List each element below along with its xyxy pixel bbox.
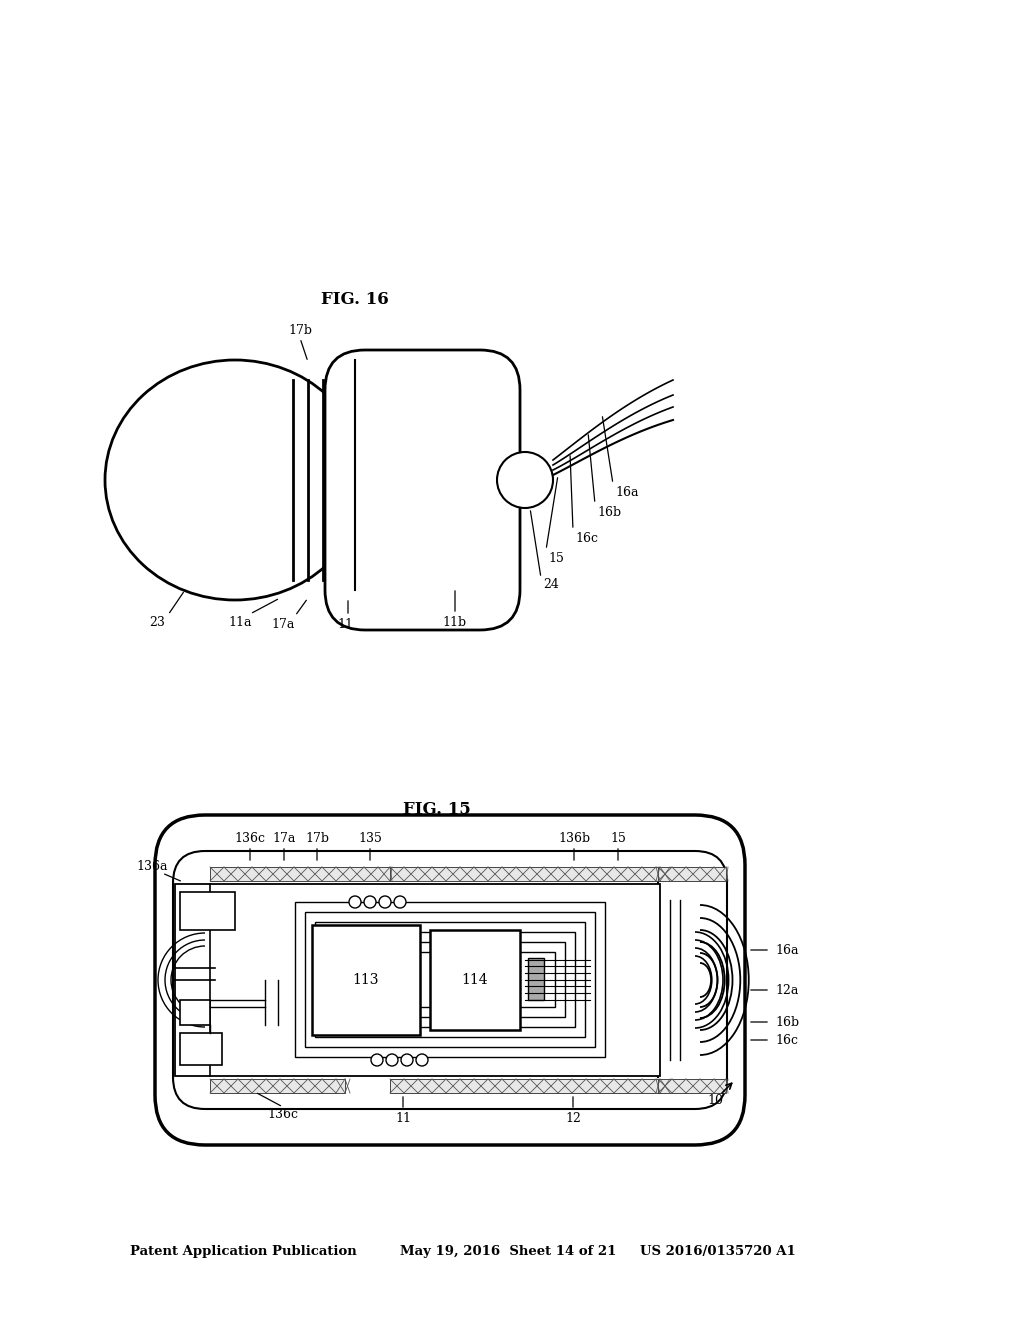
Text: 136c: 136c: [267, 1109, 299, 1122]
Bar: [658, 1078, 726, 1093]
Text: 16a: 16a: [615, 486, 639, 499]
Circle shape: [364, 896, 376, 908]
Text: 23: 23: [150, 616, 165, 630]
Text: 11: 11: [337, 619, 353, 631]
Bar: [315, 921, 585, 1038]
Bar: [345, 952, 555, 1007]
Text: 11b: 11b: [443, 616, 467, 630]
Text: May 19, 2016  Sheet 14 of 21: May 19, 2016 Sheet 14 of 21: [400, 1246, 616, 1258]
Text: 16b: 16b: [597, 506, 622, 519]
Text: 16a: 16a: [775, 944, 799, 957]
Circle shape: [379, 896, 391, 908]
Bar: [175, 884, 660, 1076]
Text: 16c: 16c: [575, 532, 598, 544]
Circle shape: [416, 1053, 428, 1067]
Bar: [390, 1078, 660, 1093]
Circle shape: [394, 896, 406, 908]
Text: 12: 12: [565, 1111, 581, 1125]
Text: 136b: 136b: [558, 832, 590, 845]
Circle shape: [386, 1053, 398, 1067]
Text: 11a: 11a: [228, 616, 252, 630]
FancyBboxPatch shape: [155, 814, 745, 1144]
Text: 113: 113: [352, 973, 379, 987]
Circle shape: [371, 1053, 383, 1067]
Ellipse shape: [105, 360, 365, 601]
Text: 15: 15: [548, 552, 564, 565]
Text: US 2016/0135720 A1: US 2016/0135720 A1: [640, 1246, 796, 1258]
FancyBboxPatch shape: [173, 851, 727, 1109]
Text: 17a: 17a: [271, 619, 295, 631]
Bar: [180, 1034, 222, 1065]
Bar: [180, 1001, 210, 1026]
Circle shape: [497, 451, 553, 508]
Text: 17b: 17b: [288, 323, 312, 337]
Text: FIG. 16: FIG. 16: [322, 292, 389, 309]
Bar: [330, 411, 390, 550]
Bar: [658, 867, 726, 880]
Bar: [335, 942, 565, 1016]
Bar: [390, 867, 660, 880]
Bar: [305, 912, 595, 1047]
FancyBboxPatch shape: [325, 350, 520, 630]
Text: 12a: 12a: [775, 983, 799, 997]
Text: 16b: 16b: [775, 1015, 799, 1028]
Bar: [295, 902, 605, 1057]
Text: 136a: 136a: [136, 861, 168, 874]
Text: 17b: 17b: [305, 832, 329, 845]
Text: 24: 24: [543, 578, 559, 591]
Text: FIG. 15: FIG. 15: [403, 801, 471, 818]
Text: 114: 114: [462, 973, 488, 987]
Circle shape: [401, 1053, 413, 1067]
Bar: [312, 925, 420, 1035]
Text: 16c: 16c: [775, 1034, 798, 1047]
Circle shape: [349, 896, 361, 908]
Text: 15: 15: [610, 832, 626, 845]
Text: Patent Application Publication: Patent Application Publication: [130, 1246, 356, 1258]
Text: 135: 135: [358, 832, 382, 845]
Bar: [528, 958, 544, 1001]
Text: 11: 11: [395, 1111, 411, 1125]
Bar: [180, 892, 234, 931]
Bar: [430, 931, 520, 1030]
Bar: [210, 1078, 345, 1093]
Bar: [210, 867, 390, 880]
Bar: [325, 932, 575, 1027]
Text: 10: 10: [707, 1093, 723, 1106]
Text: 17a: 17a: [272, 832, 296, 845]
Text: 136c: 136c: [234, 832, 265, 845]
